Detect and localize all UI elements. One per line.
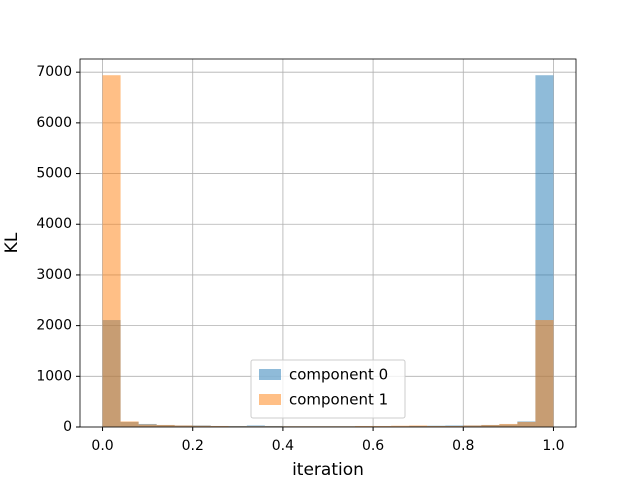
bar bbox=[120, 421, 139, 427]
legend-box bbox=[250, 359, 406, 419]
bar bbox=[391, 425, 410, 427]
x-tick-label: 0.0 bbox=[91, 438, 113, 454]
x-tick-label: 1.0 bbox=[542, 438, 564, 454]
legend-swatch bbox=[259, 394, 281, 405]
bar bbox=[192, 425, 211, 427]
bar bbox=[445, 425, 464, 427]
y-tick-label: 1000 bbox=[36, 368, 72, 384]
x-axis-label: iteration bbox=[292, 460, 364, 480]
y-tick-label: 3000 bbox=[36, 267, 72, 283]
y-tick-label: 7000 bbox=[36, 64, 72, 80]
bar bbox=[517, 421, 536, 427]
legend-swatch bbox=[259, 369, 281, 380]
x-tick-label: 0.4 bbox=[272, 438, 294, 454]
y-tick-label: 6000 bbox=[36, 115, 72, 131]
x-tick-label: 0.2 bbox=[182, 438, 204, 454]
legend-label: component 1 bbox=[289, 391, 388, 409]
y-tick-label: 4000 bbox=[36, 216, 72, 232]
bar bbox=[138, 424, 157, 427]
bar bbox=[102, 75, 121, 427]
bar bbox=[481, 424, 500, 427]
bar bbox=[174, 425, 193, 427]
plot-frame bbox=[79, 58, 577, 428]
bar bbox=[499, 423, 518, 427]
legend-label: component 0 bbox=[289, 366, 388, 384]
y-axis-label: KL bbox=[2, 232, 22, 253]
y-tick-label: 2000 bbox=[36, 318, 72, 334]
x-tick-label: 0.8 bbox=[452, 438, 474, 454]
y-tick-label: 0 bbox=[63, 419, 72, 435]
x-tick-label: 0.6 bbox=[362, 438, 384, 454]
bar bbox=[535, 320, 554, 427]
bar bbox=[463, 425, 482, 427]
bar bbox=[210, 425, 229, 427]
bar bbox=[156, 424, 175, 427]
y-tick-label: 5000 bbox=[36, 166, 72, 182]
bar bbox=[427, 425, 446, 427]
bar bbox=[355, 425, 374, 427]
bar bbox=[373, 425, 392, 427]
bar bbox=[409, 425, 428, 427]
